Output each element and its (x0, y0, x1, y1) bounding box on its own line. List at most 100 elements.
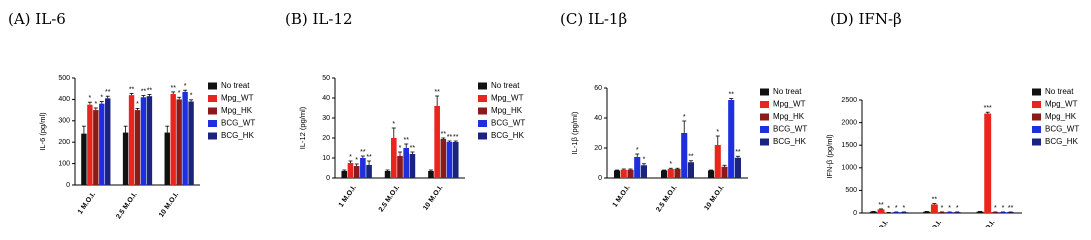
x-tick-label: 10 M.O.I. (422, 184, 444, 212)
legend-label: No treat (1045, 87, 1074, 96)
panel-title: (D) IFN-β (830, 10, 902, 28)
bar (721, 166, 728, 178)
x-tick-label: 2.5 M.O.I. (115, 191, 138, 220)
bar (999, 212, 1007, 213)
bar (188, 101, 194, 185)
y-tick-label: 0 (326, 175, 330, 182)
y-tick-label: 0 (598, 175, 602, 182)
significance: * (636, 147, 639, 154)
significance: * (349, 154, 352, 161)
bar (614, 170, 621, 178)
bar (122, 132, 129, 185)
legend-swatch (478, 132, 487, 140)
y-tick-label: 400 (58, 96, 70, 103)
significance: ** (447, 134, 453, 141)
legend-label: Mpg_WT (1045, 100, 1078, 109)
bar (87, 104, 93, 185)
legend-swatch (208, 107, 217, 115)
significance: * (392, 121, 395, 128)
y-tick-label: 1000 (841, 165, 857, 172)
legend-label: Mpg_WT (773, 100, 806, 109)
legend-swatch (760, 126, 769, 133)
legend-label: Mpg_HK (221, 106, 253, 115)
bar (634, 157, 641, 178)
significance: * (184, 83, 187, 90)
y-tick-label: 60 (594, 85, 602, 92)
panel-title: (A) IL-6 (8, 10, 66, 28)
panel-title: (B) IL-12 (285, 10, 353, 28)
significance: * (94, 101, 97, 108)
significance: * (355, 157, 358, 164)
legend-label: BCG_WT (491, 119, 525, 128)
significance: * (178, 90, 181, 97)
bar (946, 212, 954, 213)
x-tick-label: 10 M.O.I. (158, 191, 180, 219)
bar (428, 171, 434, 178)
bar (134, 110, 141, 185)
legend-swatch (760, 113, 769, 121)
significance: * (956, 205, 959, 212)
bar (681, 133, 688, 178)
bar (930, 204, 938, 213)
significance: *** (984, 105, 992, 112)
significance: ** (688, 154, 694, 161)
bar (734, 157, 741, 178)
significance: ** (129, 86, 135, 93)
significance: ** (735, 149, 741, 156)
legend-label: Mpg_HK (773, 112, 805, 121)
legend-label: BCG_HK (773, 137, 807, 146)
legend-label: Mpg_HK (1045, 112, 1077, 121)
significance: ** (170, 85, 176, 92)
bar (620, 169, 627, 178)
legend-swatch (208, 132, 217, 140)
bar (164, 132, 170, 185)
y-tick-label: 1500 (841, 142, 857, 149)
significance: ** (932, 196, 938, 203)
legend-swatch (1032, 138, 1041, 146)
legend-swatch (1032, 126, 1041, 133)
significance: * (643, 157, 646, 164)
legend-swatch (478, 120, 487, 127)
bar (452, 142, 459, 178)
significance: ** (403, 137, 409, 144)
y-axis-label: IL-6 (pg/ml) (38, 112, 47, 151)
significance: ** (441, 131, 447, 138)
significance: * (89, 95, 92, 102)
legend-label: No treat (491, 81, 520, 90)
bar (640, 165, 647, 178)
bar (877, 209, 885, 213)
legend-swatch (478, 107, 487, 115)
y-tick-label: 0 (853, 210, 857, 217)
x-tick-label: 2.5 M.O.I. (655, 184, 678, 213)
legend-label: BCG_HK (491, 131, 525, 140)
bar (661, 170, 668, 178)
bar (170, 94, 176, 185)
legend-label: No treat (773, 87, 802, 96)
bar (991, 212, 999, 213)
legend-label: BCG_WT (221, 119, 255, 128)
significance: ** (105, 89, 111, 96)
significance: * (948, 205, 951, 212)
y-axis-label: IL-1β (pg/ml) (570, 111, 579, 154)
bar (409, 154, 416, 178)
y-tick-label: 300 (58, 118, 70, 125)
y-tick-label: 30 (322, 115, 330, 122)
significance: ** (147, 87, 153, 94)
bar (923, 211, 931, 213)
y-tick-label: 100 (58, 160, 70, 167)
x-tick-label: 2.5 M.O.I. (920, 219, 943, 227)
legend-swatch (1032, 88, 1041, 96)
bar (99, 103, 105, 185)
significance: ** (453, 134, 459, 141)
legend-swatch (1032, 101, 1041, 108)
y-tick-label: 500 (845, 187, 857, 194)
legend-swatch (760, 101, 769, 108)
y-tick-label: 40 (322, 95, 330, 102)
bar (984, 113, 992, 213)
legend-label: No treat (221, 81, 250, 90)
bar (403, 148, 410, 178)
significance: * (994, 205, 997, 212)
bar (1007, 212, 1015, 213)
bar (341, 171, 348, 178)
legend-label: Mpg_WT (221, 94, 254, 103)
